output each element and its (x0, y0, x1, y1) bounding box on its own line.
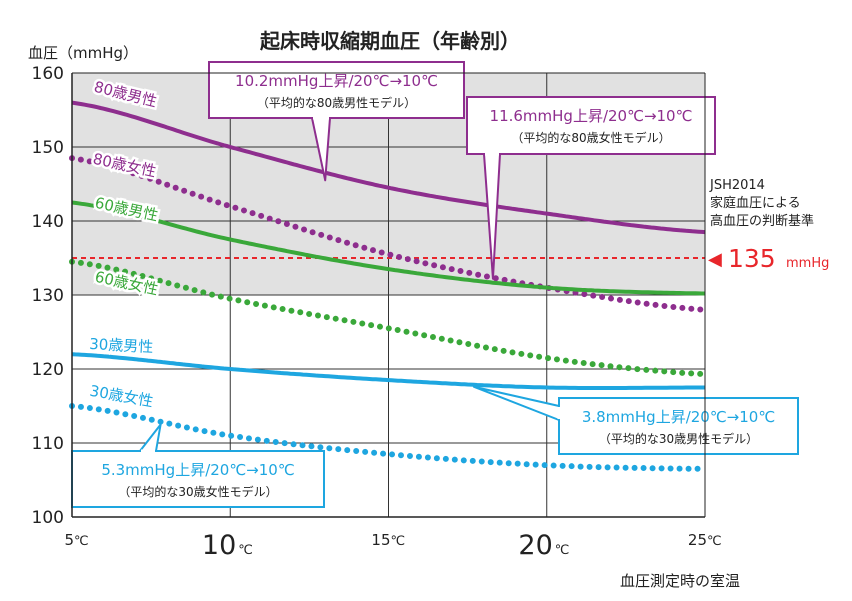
x-tick-number: 15 (371, 531, 390, 549)
chart-title: 起床時収縮期血圧（年齢別） (259, 29, 520, 53)
threshold-note-line: 家庭血圧による (710, 195, 801, 211)
callout-text: 11.6mmHg上昇/20℃→10℃ (490, 107, 693, 125)
x-axis-label: 血圧測定時の室温 (620, 572, 740, 590)
x-tick-label: 25 ℃ (688, 531, 722, 549)
series-line-60歳女性 (69, 258, 708, 378)
y-tick-label: 160 (32, 64, 64, 84)
threshold-marker: ◀ (708, 249, 722, 270)
threshold-note-line: 高血圧の判断基準 (710, 213, 814, 229)
y-tick-label: 140 (32, 212, 64, 232)
series-group (69, 100, 708, 472)
x-tick-unit: ℃ (555, 543, 570, 558)
series-line-60歳男性 (71, 200, 705, 296)
x-tick-number: 10 (202, 530, 236, 561)
y-tick-label: 120 (32, 360, 64, 380)
series-line-80歳男性 (71, 100, 706, 235)
threshold-value-label: 135 (728, 244, 776, 273)
y-tick-label: 110 (32, 434, 64, 454)
callout-subtext: （平均的な30歳女性モデル） (118, 484, 277, 499)
callout-box (558, 397, 799, 455)
x-tick-unit: ℃ (707, 534, 722, 549)
series-label: 30歳男性 (89, 335, 154, 356)
x-tick-unit: ℃ (391, 534, 406, 549)
series-line-30歳女性 (69, 403, 708, 472)
x-tick-unit: ℃ (74, 534, 89, 549)
annotation-callouts: 10.2mmHg上昇/20℃→10℃ （平均的な80歳男性モデル） 11.6mmHg… (71, 61, 799, 508)
annotation-callout: 10.2mmHg上昇/20℃→10℃ （平均的な80歳男性モデル） (208, 61, 465, 182)
callout-text: 10.2mmHg上昇/20℃→10℃ (235, 72, 438, 90)
y-tick-label: 100 (32, 508, 64, 528)
callout-subtext: （平均的な80歳男性モデル） (257, 95, 416, 110)
y-axis-label: 血圧（mmHg） (28, 44, 138, 62)
x-tick-label: 5 ℃ (64, 531, 88, 549)
x-tick-number: 25 (688, 531, 707, 549)
y-tick-label: 130 (32, 286, 64, 306)
callout-subtext: （平均的な80歳女性モデル） (511, 130, 670, 145)
y-tick-label: 150 (32, 138, 64, 158)
x-tick-label: 10 ℃ (202, 530, 253, 561)
callout-text: 5.3mmHg上昇/20℃→10℃ (101, 461, 294, 479)
series-line-80歳女性 (69, 155, 708, 313)
threshold-note-line: JSH2014 (709, 178, 765, 193)
callout-subtext: （平均的な30歳男性モデル） (599, 431, 758, 446)
series-line-30歳男性 (71, 352, 705, 390)
x-tick-number: 20 (518, 530, 552, 561)
callout-box (71, 450, 325, 508)
x-tick-label: 20 ℃ (518, 530, 569, 561)
annotation-callout: 3.8mmHg上昇/20℃→10℃ （平均的な30歳男性モデル） (472, 385, 799, 455)
callout-text: 3.8mmHg上昇/20℃→10℃ (582, 408, 775, 426)
x-tick-unit: ℃ (238, 543, 253, 558)
x-tick-number: 5 (64, 531, 74, 549)
annotation-callout: 11.6mmHg上昇/20℃→10℃ （平均的な80歳女性モデル） (466, 96, 716, 280)
annotation-callout: 5.3mmHg上昇/20℃→10℃ （平均的な30歳女性モデル） (71, 423, 325, 508)
callout-box (466, 96, 716, 155)
callout-box (208, 61, 465, 119)
threshold-unit-label: mmHg (786, 256, 829, 271)
x-tick-label: 15 ℃ (371, 531, 405, 549)
